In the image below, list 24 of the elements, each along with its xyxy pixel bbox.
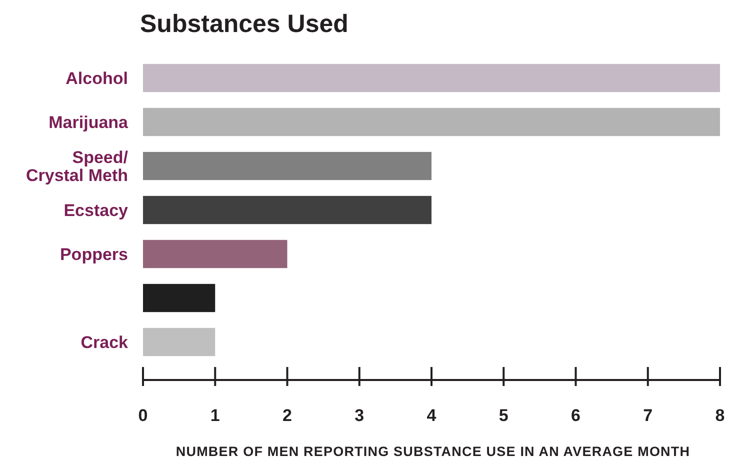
y-tick-label: Marijuana: [48, 113, 129, 132]
x-tick-label: 2: [282, 406, 292, 425]
x-tick-label: 6: [571, 406, 580, 425]
bar: [143, 284, 216, 312]
bar: [143, 196, 432, 224]
bar: [143, 64, 720, 92]
bar: [143, 240, 288, 268]
bar: [143, 328, 216, 356]
bar: [143, 152, 432, 180]
x-axis-title: NUMBER OF MEN REPORTING SUBSTANCE USE IN AN AVERAGE MONTH: [176, 444, 690, 459]
x-tick-label: 8: [715, 406, 725, 425]
x-tick-label: 5: [498, 406, 508, 425]
y-tick-label: Crack: [80, 333, 129, 352]
chart-title: Substances Used: [140, 10, 348, 38]
x-tick-label: 4: [426, 406, 437, 425]
bar: [143, 108, 720, 136]
y-tick-label: Speed/ Crystal Meth: [26, 148, 128, 185]
x-tick-label: 3: [354, 406, 364, 425]
x-tick-label: 0: [138, 406, 148, 425]
x-tick-label: 1: [210, 406, 220, 425]
x-tick-label: 7: [643, 406, 653, 425]
y-tick-label: Alcohol: [66, 69, 128, 88]
y-tick-label: Ecstacy: [64, 201, 129, 220]
y-tick-label: Poppers: [60, 245, 128, 264]
